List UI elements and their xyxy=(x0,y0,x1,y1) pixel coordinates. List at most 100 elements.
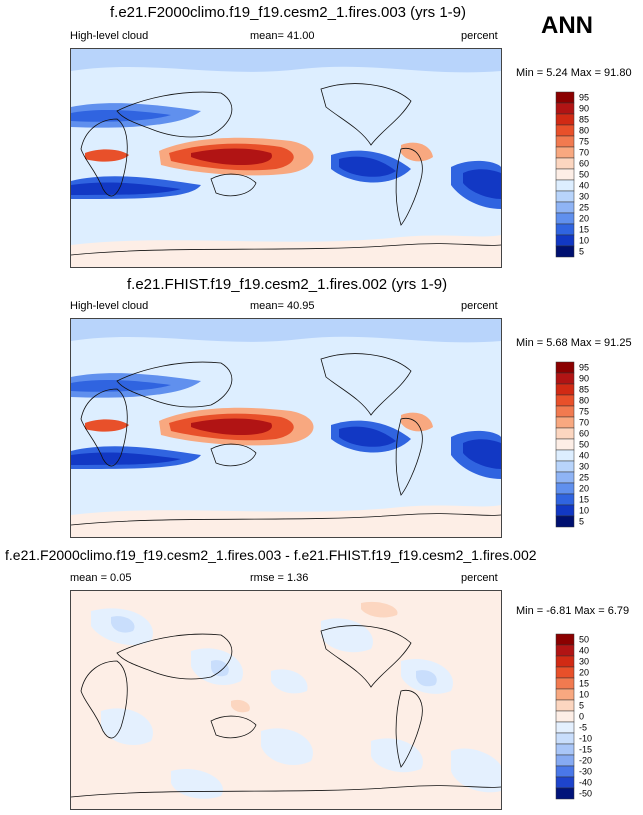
colorbar-swatch xyxy=(555,234,575,247)
colorbar-tick-label: 90 xyxy=(579,374,589,384)
colorbar-swatch xyxy=(555,699,575,712)
colorbar-swatch xyxy=(555,372,575,385)
colorbar-tick-label: -5 xyxy=(579,723,587,733)
colorbar-swatch xyxy=(555,677,575,690)
colorbar-tick-label: 25 xyxy=(579,203,589,213)
season-label: ANN xyxy=(541,12,593,39)
panel-3-rmse-label: rmse = 1.36 xyxy=(250,572,309,584)
colorbar-swatch xyxy=(555,91,575,104)
panel-1-colorbar: 95 90 85 80 75 70 60 50 40 30 25 20 15 10 5 xyxy=(555,91,616,262)
colorbar-swatch xyxy=(555,394,575,407)
colorbar-swatch xyxy=(555,223,575,236)
colorbar-tick-label: 10 xyxy=(579,690,589,700)
colorbar-swatch xyxy=(555,135,575,148)
colorbar-swatch xyxy=(555,146,575,159)
panel-1-units-label: percent xyxy=(461,30,498,42)
colorbar-swatch xyxy=(555,655,575,668)
colorbar-swatch xyxy=(555,245,575,258)
colorbar-tick-label: 30 xyxy=(579,192,589,202)
colorbar-swatch xyxy=(555,633,575,646)
colorbar-swatch xyxy=(555,710,575,723)
panel-3-units-label: percent xyxy=(461,572,498,584)
colorbar-tick-label: 70 xyxy=(579,148,589,158)
colorbar-tick-label: -40 xyxy=(579,778,592,788)
panel-3-colorbar: 50 40 30 20 15 10 5 0 -5 -10 -15 -20 -30 -40 -50 xyxy=(555,633,616,804)
colorbar-tick-label: 15 xyxy=(579,225,589,235)
colorbar-tick-label: 15 xyxy=(579,679,589,689)
colorbar-swatch xyxy=(555,361,575,374)
colorbar-tick-label: 5 xyxy=(579,247,584,257)
colorbar-tick-label: 10 xyxy=(579,506,589,516)
panel-3-range-label: Min = -6.81 Max = 6.79 xyxy=(516,605,630,617)
colorbar-swatch xyxy=(555,732,575,745)
colorbar-swatch xyxy=(555,471,575,484)
colorbar-swatch xyxy=(555,482,575,495)
colorbar-swatch xyxy=(555,201,575,214)
colorbar-swatch xyxy=(555,688,575,701)
colorbar-tick-label: 50 xyxy=(579,635,589,645)
colorbar-tick-label: -10 xyxy=(579,734,592,744)
panel-2-mean-label: mean= 40.95 xyxy=(250,300,315,312)
colorbar-tick-label: 5 xyxy=(579,701,584,711)
panel-1-range-label: Min = 5.24 Max = 91.80 xyxy=(516,67,632,79)
colorbar-swatch xyxy=(555,179,575,192)
panel-2-colorbar: 95 90 85 80 75 70 60 50 40 30 25 20 15 10 5 xyxy=(555,361,616,532)
colorbar-swatch xyxy=(555,416,575,429)
colorbar-tick-label: 80 xyxy=(579,126,589,136)
colorbar-swatch xyxy=(555,157,575,170)
colorbar-tick-label: 50 xyxy=(579,170,589,180)
colorbar-tick-label: 60 xyxy=(579,429,589,439)
panel-1-title: f.e21.F2000climo.f19_f19.cesm2_1.fires.0… xyxy=(110,4,467,21)
panel-2-units-label: percent xyxy=(461,300,498,312)
colorbar-swatch xyxy=(555,124,575,137)
panel-2-map xyxy=(70,318,502,538)
panel-2-title: f.e21.FHIST.f19_f19.cesm2_1.fires.002 (y… xyxy=(127,276,448,293)
colorbar-tick-label: 25 xyxy=(579,473,589,483)
colorbar-swatch xyxy=(555,102,575,115)
colorbar-swatch xyxy=(555,721,575,734)
colorbar-tick-label: 20 xyxy=(579,484,589,494)
colorbar-tick-label: 85 xyxy=(579,115,589,125)
colorbar-swatch xyxy=(555,765,575,778)
colorbar-swatch xyxy=(555,504,575,517)
colorbar-tick-label: -30 xyxy=(579,767,592,777)
colorbar-tick-label: 10 xyxy=(579,236,589,246)
panel-3-map xyxy=(70,590,502,810)
colorbar-swatch xyxy=(555,754,575,767)
colorbar-tick-label: 40 xyxy=(579,451,589,461)
panel-2-range-label: Min = 5.68 Max = 91.25 xyxy=(516,337,632,349)
colorbar-tick-label: 95 xyxy=(579,93,589,103)
colorbar-tick-label: 40 xyxy=(579,646,589,656)
colorbar-tick-label: 20 xyxy=(579,214,589,224)
colorbar-swatch xyxy=(555,743,575,756)
colorbar-tick-label: -20 xyxy=(579,756,592,766)
colorbar-tick-label: 60 xyxy=(579,159,589,169)
colorbar-tick-label: 30 xyxy=(579,657,589,667)
panel-2-variable-label: High-level cloud xyxy=(70,300,149,312)
colorbar-swatch xyxy=(555,113,575,126)
colorbar-tick-label: -50 xyxy=(579,789,592,799)
panel-1-mean-label: mean= 41.00 xyxy=(250,30,315,42)
colorbar-swatch xyxy=(555,666,575,679)
colorbar-tick-label: 0 xyxy=(579,712,584,722)
colorbar-swatch xyxy=(555,190,575,203)
colorbar-tick-label: 75 xyxy=(579,137,589,147)
panel-1-variable-label: High-level cloud xyxy=(70,30,149,42)
colorbar-swatch xyxy=(555,212,575,225)
colorbar-swatch xyxy=(555,449,575,462)
colorbar-swatch xyxy=(555,787,575,800)
colorbar-tick-label: 15 xyxy=(579,495,589,505)
colorbar-tick-label: 80 xyxy=(579,396,589,406)
colorbar-tick-label: 40 xyxy=(579,181,589,191)
colorbar-swatch xyxy=(555,776,575,789)
colorbar-tick-label: 85 xyxy=(579,385,589,395)
colorbar-swatch xyxy=(555,383,575,396)
colorbar-swatch xyxy=(555,644,575,657)
colorbar-tick-label: 75 xyxy=(579,407,589,417)
panel-3-title: f.e21.F2000climo.f19_f19.cesm2_1.fires.0… xyxy=(5,547,537,563)
colorbar-tick-label: 50 xyxy=(579,440,589,450)
colorbar-swatch xyxy=(555,460,575,473)
colorbar-tick-label: 70 xyxy=(579,418,589,428)
colorbar-tick-label: -15 xyxy=(579,745,592,755)
colorbar-swatch xyxy=(555,515,575,528)
